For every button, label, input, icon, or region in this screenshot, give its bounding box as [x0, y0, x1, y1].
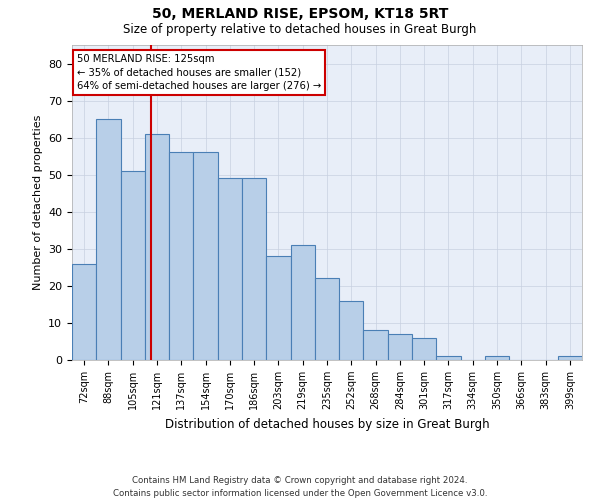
Bar — [558, 356, 582, 360]
Text: 50, MERLAND RISE, EPSOM, KT18 5RT: 50, MERLAND RISE, EPSOM, KT18 5RT — [152, 8, 448, 22]
X-axis label: Distribution of detached houses by size in Great Burgh: Distribution of detached houses by size … — [164, 418, 490, 430]
Bar — [485, 356, 509, 360]
Bar — [266, 256, 290, 360]
Y-axis label: Number of detached properties: Number of detached properties — [32, 115, 43, 290]
Bar — [96, 119, 121, 360]
Text: 50 MERLAND RISE: 125sqm
← 35% of detached houses are smaller (152)
64% of semi-d: 50 MERLAND RISE: 125sqm ← 35% of detache… — [77, 54, 322, 91]
Text: Contains HM Land Registry data © Crown copyright and database right 2024.
Contai: Contains HM Land Registry data © Crown c… — [113, 476, 487, 498]
Bar — [339, 300, 364, 360]
Bar — [412, 338, 436, 360]
Bar — [436, 356, 461, 360]
Bar — [145, 134, 169, 360]
Bar — [388, 334, 412, 360]
Bar — [218, 178, 242, 360]
Bar — [315, 278, 339, 360]
Bar — [121, 171, 145, 360]
Bar — [242, 178, 266, 360]
Bar — [72, 264, 96, 360]
Bar — [169, 152, 193, 360]
Bar — [364, 330, 388, 360]
Bar — [193, 152, 218, 360]
Text: Size of property relative to detached houses in Great Burgh: Size of property relative to detached ho… — [124, 22, 476, 36]
Bar — [290, 245, 315, 360]
